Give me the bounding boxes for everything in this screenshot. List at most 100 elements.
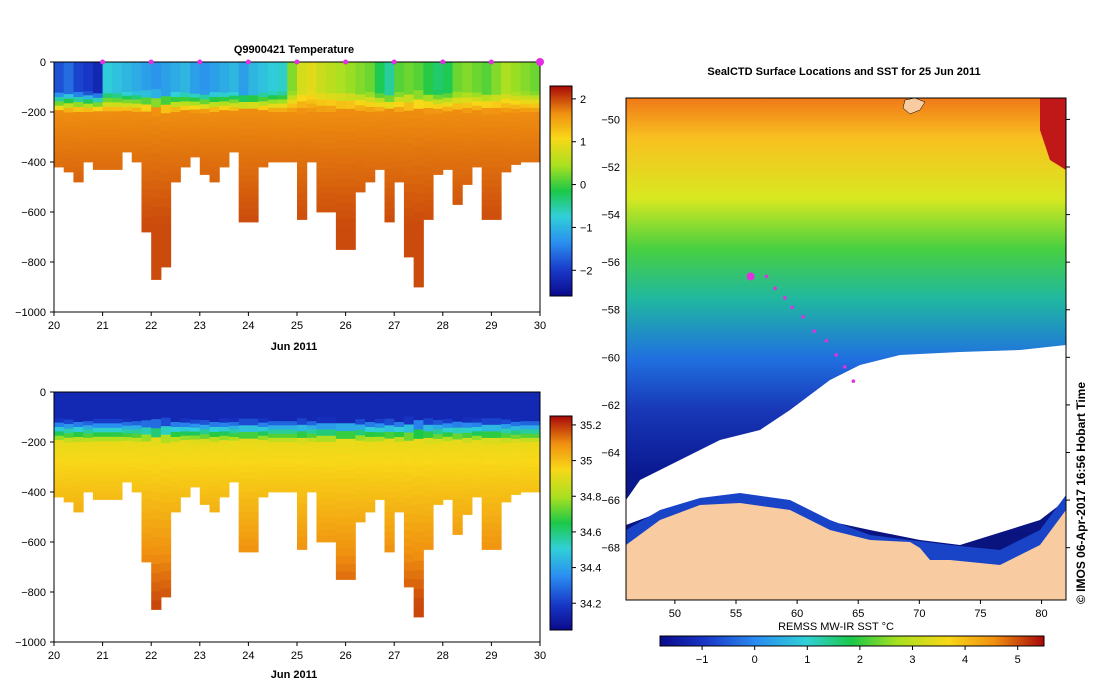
section-cell xyxy=(63,107,74,113)
section-cell xyxy=(170,127,181,133)
section-cell xyxy=(423,483,434,491)
section-cell xyxy=(452,463,463,470)
section-cell xyxy=(180,479,191,485)
section-cell xyxy=(63,66,74,72)
section-cell xyxy=(73,157,84,163)
section-cell xyxy=(413,551,424,562)
section-cell xyxy=(384,202,395,210)
section-cell xyxy=(258,66,269,72)
section-cell xyxy=(102,468,113,474)
section-cell xyxy=(433,457,444,463)
section-cell xyxy=(228,69,240,74)
section-cell xyxy=(403,78,415,87)
section-cell xyxy=(520,107,531,113)
section-cell xyxy=(73,72,84,78)
section-cell xyxy=(471,83,483,89)
section-cell xyxy=(83,82,94,88)
section-cell xyxy=(160,104,172,114)
x-tick-label: 20 xyxy=(48,650,60,662)
section-cell xyxy=(374,432,385,438)
section-cell xyxy=(403,400,415,409)
section-cell xyxy=(219,457,230,463)
section-cell xyxy=(306,124,317,130)
section-cell xyxy=(199,490,211,496)
section-cell xyxy=(326,143,337,150)
section-cell xyxy=(190,109,201,114)
section-cell xyxy=(442,147,454,152)
section-cell xyxy=(102,88,113,94)
section-cell xyxy=(287,132,298,138)
section-cell xyxy=(491,418,502,426)
section-cell xyxy=(141,182,152,190)
section-cell xyxy=(248,155,259,163)
section-cell xyxy=(433,424,444,430)
section-cell xyxy=(287,462,298,468)
section-cell xyxy=(151,518,162,529)
section-cell xyxy=(433,71,444,77)
section-cell xyxy=(510,490,522,495)
section-cell xyxy=(248,82,259,90)
section-cell xyxy=(151,455,162,465)
section-cell xyxy=(160,417,172,427)
section-cell xyxy=(102,414,113,420)
section-cell xyxy=(170,432,181,438)
section-cell xyxy=(394,67,405,73)
section-cell xyxy=(423,114,434,122)
section-cell xyxy=(102,156,113,161)
x-tick-label: 24 xyxy=(242,650,254,662)
section-cell xyxy=(112,79,123,85)
section-cell xyxy=(413,212,424,222)
section-cell xyxy=(102,62,113,67)
section-cell xyxy=(384,62,395,70)
section-cell xyxy=(92,418,104,424)
section-cell xyxy=(238,122,249,130)
section-cell xyxy=(258,149,269,155)
section-cell xyxy=(345,101,356,110)
section-cell xyxy=(355,451,366,458)
section-cell xyxy=(63,474,74,480)
section-cell xyxy=(131,454,142,460)
section-cell xyxy=(63,84,74,90)
section-cell xyxy=(102,165,113,170)
section-cell xyxy=(131,91,142,96)
section-cell xyxy=(491,173,502,181)
section-cell xyxy=(199,481,211,487)
section-cell xyxy=(530,458,541,464)
section-cell xyxy=(238,505,249,513)
section-cell xyxy=(151,537,162,547)
section-cell xyxy=(228,448,240,453)
section-cell xyxy=(423,411,434,419)
section-cell xyxy=(228,129,240,134)
x-tick-label: 22 xyxy=(145,650,157,662)
section-cell xyxy=(258,145,269,150)
section-cell xyxy=(131,433,142,439)
section-cell xyxy=(306,392,317,397)
section-cell xyxy=(345,454,356,463)
section-cell xyxy=(112,88,123,94)
section-cell xyxy=(209,427,220,433)
section-cell xyxy=(122,118,133,123)
section-cell xyxy=(267,82,279,88)
section-cell xyxy=(131,137,142,142)
section-cell xyxy=(170,117,181,123)
section-cell xyxy=(131,124,142,130)
section-cell xyxy=(384,418,395,426)
section-cell xyxy=(219,444,230,450)
section-cell xyxy=(54,66,65,72)
section-cell xyxy=(112,490,123,496)
section-cell xyxy=(491,199,502,207)
section-cell xyxy=(160,215,172,225)
section-cell xyxy=(258,118,269,124)
section-cell xyxy=(306,475,317,480)
section-cell xyxy=(306,137,317,142)
section-cell xyxy=(170,177,181,183)
section-cell xyxy=(442,165,454,170)
section-cell xyxy=(530,74,541,80)
x-tick-label: 26 xyxy=(339,320,351,332)
section-cell xyxy=(365,487,376,493)
section-cell xyxy=(73,432,84,438)
section-cell xyxy=(384,182,395,190)
section-cell xyxy=(122,418,133,423)
section-cell xyxy=(413,202,424,213)
section-cell xyxy=(442,423,454,429)
